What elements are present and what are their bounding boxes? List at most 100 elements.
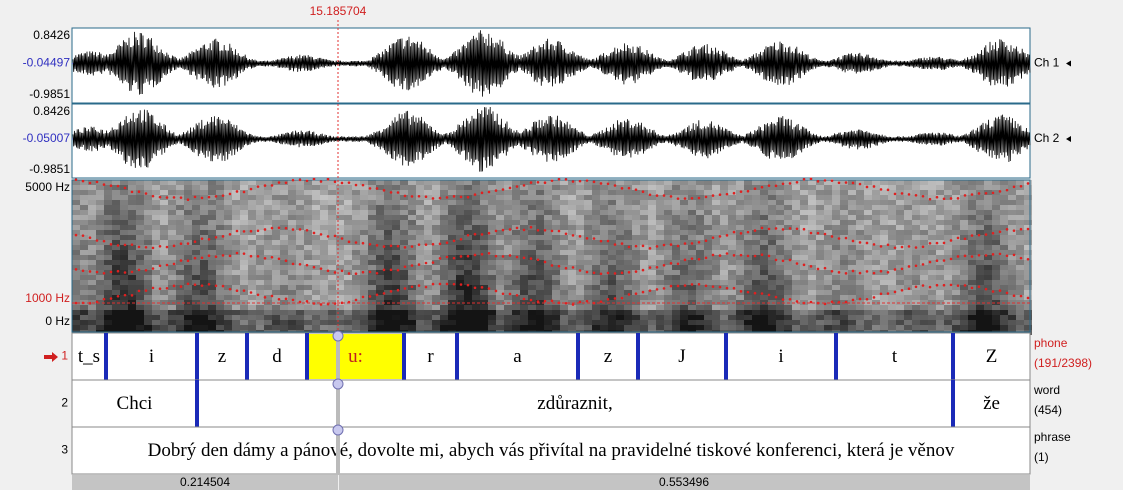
interval-label[interactable]: i [778,346,783,367]
formant-dot [950,258,953,261]
tier-name[interactable]: phone [1034,336,1068,350]
spectrogram-cell [128,185,136,190]
interval-label[interactable]: J [678,346,685,367]
spectrogram-cell [512,180,520,185]
spectrogram-cell [976,195,984,200]
interval-label[interactable]: r [427,346,434,367]
spectrogram-cell [104,290,112,295]
spectrogram-cell [272,290,280,295]
formant-dot [733,231,736,234]
formant-dot [124,244,127,247]
spectrogram-cell [360,305,368,310]
spectrogram-cell [984,185,992,190]
channel-toggle[interactable] [1066,61,1071,67]
spectrogram-cell [584,280,592,285]
spectrogram-cell [256,320,264,325]
spectrogram-cell [216,290,224,295]
spectrogram-cell [896,260,904,265]
spectrogram-cell [552,255,560,260]
spectrogram-cell [704,275,712,280]
spectrogram-cell [848,325,856,330]
spectrogram-cell [264,265,272,270]
spectrogram-cell [720,200,728,205]
tier-name[interactable]: phrase [1034,430,1071,444]
spectrogram-cell [864,195,872,200]
interval-label[interactable]: Dobrý den dámy a pánové, dovolte mi, aby… [148,440,955,461]
interval-label[interactable]: a [513,346,522,367]
spectrogram-cell [104,265,112,270]
spectrogram-cell [608,310,616,315]
spectrogram-cell [608,235,616,240]
spectrogram-cell [656,230,664,235]
spectrogram-cell [304,315,312,320]
spectrogram-cell [176,245,184,250]
spectrogram-cell [808,240,816,245]
tier-name[interactable]: word [1033,383,1060,397]
spectrogram-cell [904,295,912,300]
interval-label[interactable]: že [983,393,1000,414]
formant-dot [187,242,190,245]
spectrogram-cell [192,320,200,325]
spectrogram-cell [456,305,464,310]
spectrogram-cell [712,200,720,205]
cursor-handle[interactable] [333,331,343,341]
interval-label[interactable]: z [218,346,226,367]
spectrogram-cell [752,285,760,290]
interval-label[interactable]: i [149,346,154,367]
formant-dot [460,238,463,241]
spectrogram-cell [184,210,192,215]
channel-name[interactable]: Ch 2 [1034,131,1060,145]
formant-dot [152,287,155,290]
spectrogram-cell [968,210,976,215]
spectrogram-cell [744,235,752,240]
spectrogram-cell [968,245,976,250]
spectrogram-cell [768,240,776,245]
spectrogram-cell [400,220,408,225]
spectrogram-cell [360,200,368,205]
interval-label[interactable]: Chci [117,393,153,414]
spectrogram-cell [816,320,824,325]
spectrogram-cell [504,235,512,240]
spectrogram-cell [200,310,208,315]
spectrogram-cell [216,245,224,250]
cursor-handle[interactable] [333,379,343,389]
spectrogram-cell [584,220,592,225]
spectrogram-cell [864,210,872,215]
spectrogram-cell [336,310,344,315]
spectrogram-cell [696,205,704,210]
spectrogram-cell [480,195,488,200]
interval-label[interactable]: d [272,346,282,367]
cursor-handle[interactable] [333,425,343,435]
spectrogram-cell [664,255,672,260]
formant-dot [145,192,148,195]
spectrogram-cell [912,325,920,330]
formant-dot [859,241,862,244]
spectrogram-cell [472,220,480,225]
interval-label[interactable]: t [892,346,898,367]
interval-label[interactable]: u: [348,346,363,367]
spectrogram-cell [672,315,680,320]
spectrogram-cell [464,180,472,185]
spectrogram-cell [832,225,840,230]
spectrogram-cell [184,255,192,260]
spectrogram-cell [896,270,904,275]
formant-dot [572,180,575,183]
formant-dot [250,230,253,233]
spectrogram-cell [568,195,576,200]
spectrogram-cell [728,315,736,320]
interval-label[interactable]: Z [986,346,998,367]
spectrogram-cell [816,240,824,245]
spectrogram-cell [880,205,888,210]
interval-label[interactable]: zdůraznit, [537,393,612,414]
spectrogram-cell [752,265,760,270]
channel-name[interactable]: Ch 1 [1034,56,1060,70]
channel-toggle[interactable] [1066,136,1071,142]
interval-label[interactable]: z [604,346,612,367]
spectrogram-cell [976,180,984,185]
formant-dot [166,246,169,249]
spectrogram-cell [240,325,248,330]
formant-dot [124,294,127,297]
spectrogram-cell [496,215,504,220]
interval-label[interactable]: t_s [78,346,100,367]
spectrogram-cell [80,200,88,205]
